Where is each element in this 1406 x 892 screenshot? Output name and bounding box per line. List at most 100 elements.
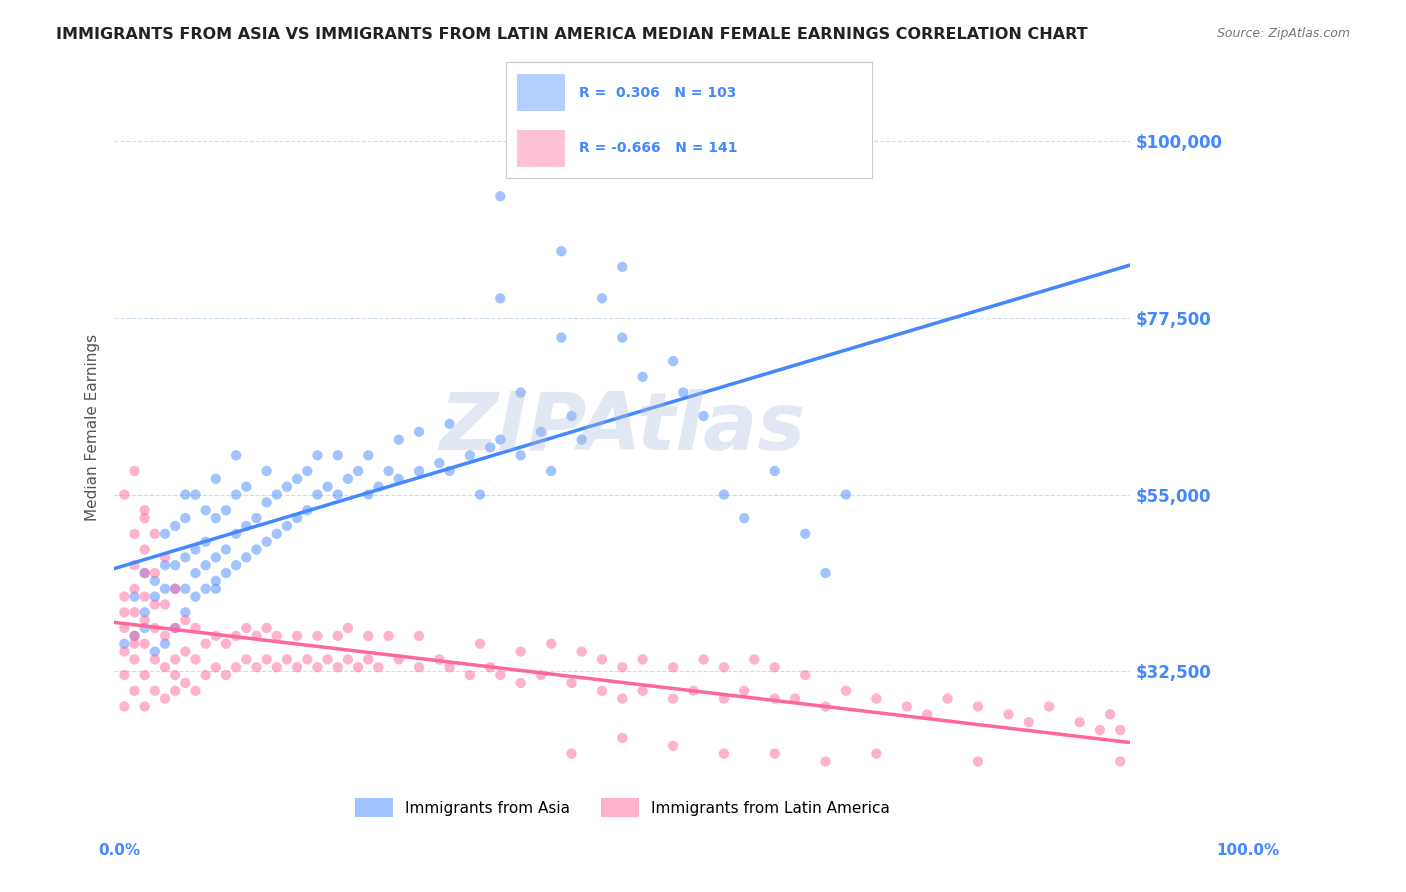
Point <box>235 480 257 494</box>
Point <box>112 699 135 714</box>
Point <box>194 558 217 573</box>
Point <box>896 699 918 714</box>
Point <box>571 433 593 447</box>
Point <box>468 487 491 501</box>
Point <box>204 660 226 674</box>
Point <box>134 590 156 604</box>
Point <box>124 629 146 643</box>
Point <box>357 629 380 643</box>
Point <box>235 652 257 666</box>
Point <box>134 605 156 619</box>
Y-axis label: Median Female Earnings: Median Female Earnings <box>86 334 100 522</box>
Point <box>143 566 166 580</box>
Point <box>165 683 187 698</box>
Point <box>112 637 135 651</box>
Point <box>143 683 166 698</box>
Point <box>388 652 411 666</box>
Point <box>713 747 735 761</box>
Point <box>814 755 837 769</box>
Point <box>479 660 502 674</box>
Point <box>612 330 634 344</box>
Point <box>408 629 430 643</box>
Point <box>256 464 278 478</box>
Point <box>194 503 217 517</box>
Point <box>165 621 187 635</box>
Point <box>174 487 197 501</box>
Point <box>276 519 298 533</box>
Point <box>256 495 278 509</box>
Point <box>865 747 887 761</box>
Point <box>733 683 755 698</box>
Point <box>276 480 298 494</box>
Point <box>204 582 226 596</box>
Point <box>153 526 176 541</box>
Point <box>134 668 156 682</box>
Point <box>744 652 766 666</box>
Point <box>408 464 430 478</box>
Point <box>174 511 197 525</box>
Point <box>153 598 176 612</box>
Point <box>967 699 990 714</box>
Point <box>153 582 176 596</box>
Point <box>245 660 267 674</box>
Point <box>112 644 135 658</box>
Point <box>153 637 176 651</box>
Point <box>215 503 238 517</box>
Point <box>225 558 247 573</box>
Point <box>124 629 146 643</box>
Point <box>134 566 156 580</box>
Point <box>165 652 187 666</box>
Point <box>266 487 288 501</box>
Point <box>429 652 451 666</box>
Point <box>377 464 399 478</box>
Point <box>763 691 786 706</box>
Text: R =  0.306   N = 103: R = 0.306 N = 103 <box>579 86 737 100</box>
Point <box>967 755 990 769</box>
Point <box>336 621 359 635</box>
Point <box>1038 699 1060 714</box>
Point <box>550 330 572 344</box>
Point <box>165 558 187 573</box>
Point <box>143 652 166 666</box>
Point <box>184 487 207 501</box>
Point <box>326 487 349 501</box>
Point <box>307 629 329 643</box>
Point <box>184 542 207 557</box>
Point <box>1069 715 1091 730</box>
Point <box>326 629 349 643</box>
Point <box>489 189 512 203</box>
Point <box>612 260 634 274</box>
Point <box>835 487 858 501</box>
Point <box>865 691 887 706</box>
Point <box>509 385 531 400</box>
Point <box>225 660 247 674</box>
Legend: Immigrants from Asia, Immigrants from Latin America: Immigrants from Asia, Immigrants from La… <box>349 792 896 823</box>
Point <box>165 668 187 682</box>
Text: IMMIGRANTS FROM ASIA VS IMMIGRANTS FROM LATIN AMERICA MEDIAN FEMALE EARNINGS COR: IMMIGRANTS FROM ASIA VS IMMIGRANTS FROM … <box>56 27 1088 42</box>
Point <box>245 542 267 557</box>
Point <box>174 644 197 658</box>
Point <box>326 448 349 462</box>
Point <box>112 605 135 619</box>
Point <box>347 660 370 674</box>
Point <box>285 660 308 674</box>
Point <box>763 660 786 674</box>
Point <box>1109 723 1132 737</box>
Text: R = -0.666   N = 141: R = -0.666 N = 141 <box>579 141 738 155</box>
Point <box>692 652 714 666</box>
Point <box>509 644 531 658</box>
Point <box>134 542 156 557</box>
Point <box>550 244 572 259</box>
Text: ZIPAtlas: ZIPAtlas <box>439 389 806 467</box>
Point <box>204 511 226 525</box>
Point <box>174 582 197 596</box>
Text: 0.0%: 0.0% <box>98 843 141 858</box>
Point <box>571 644 593 658</box>
Point <box>307 448 329 462</box>
Point <box>215 542 238 557</box>
Point <box>377 629 399 643</box>
Point <box>560 676 582 690</box>
Point <box>235 621 257 635</box>
Point <box>814 699 837 714</box>
Point <box>682 683 704 698</box>
